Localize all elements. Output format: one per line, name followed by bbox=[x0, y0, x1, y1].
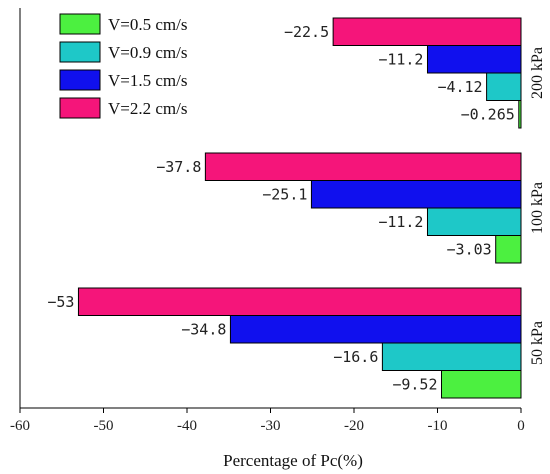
x-tick-label: -50 bbox=[94, 418, 114, 434]
legend-swatch bbox=[59, 13, 101, 35]
labels-layer: −22.5 −11.2 −4.12 −0.265 200 kPa −37.8 −25.1 −1… bbox=[47, 23, 546, 394]
data-label: −16.6 bbox=[333, 348, 378, 366]
legend-label: V=0.9 cm/s bbox=[108, 43, 187, 62]
bar bbox=[310, 180, 522, 209]
legend-swatch bbox=[59, 41, 101, 63]
x-axis-title: Percentage of Pc(%) bbox=[223, 451, 363, 470]
category-label: 100 kPa bbox=[529, 182, 546, 234]
bar bbox=[486, 72, 522, 101]
x-tick-label: -20 bbox=[344, 418, 364, 434]
bar bbox=[441, 370, 522, 399]
legend-swatch bbox=[59, 69, 101, 91]
category-label: 200 kPa bbox=[529, 47, 546, 99]
data-label: −53 bbox=[47, 293, 74, 311]
x-tick-label: -30 bbox=[261, 418, 281, 434]
data-label: −25.1 bbox=[262, 185, 307, 203]
data-label: −37.8 bbox=[156, 158, 201, 176]
data-label: −0.265 bbox=[461, 105, 515, 123]
legend-label: V=2.2 cm/s bbox=[108, 99, 187, 118]
bar bbox=[332, 17, 522, 46]
x-tick-label: -40 bbox=[177, 418, 197, 434]
x-tick-label: 0 bbox=[517, 418, 525, 434]
bar bbox=[381, 342, 522, 371]
x-tick-label: -60 bbox=[10, 418, 30, 434]
legend: V=0.5 cm/s V=0.9 cm/s V=1.5 cm/s V=2.2 cm/s bbox=[59, 13, 187, 119]
data-label: −9.52 bbox=[392, 375, 437, 393]
bar bbox=[495, 235, 522, 264]
data-label: −34.8 bbox=[181, 320, 226, 338]
legend-label: V=0.5 cm/s bbox=[108, 15, 187, 34]
bar bbox=[426, 45, 522, 74]
legend-swatch bbox=[59, 97, 101, 119]
x-tick-label: -10 bbox=[428, 418, 448, 434]
data-label: −11.2 bbox=[378, 50, 423, 68]
axes-layer: -60 -50 -40 -30 -20 -10 0 bbox=[10, 8, 525, 434]
bar bbox=[518, 100, 522, 129]
bar bbox=[77, 287, 522, 316]
data-label: −4.12 bbox=[437, 78, 482, 96]
bar bbox=[204, 152, 522, 181]
data-label: −22.5 bbox=[284, 23, 329, 41]
data-label: −3.03 bbox=[447, 240, 492, 258]
legend-label: V=1.5 cm/s bbox=[108, 71, 187, 90]
bar bbox=[229, 315, 522, 344]
category-label: 50 kPa bbox=[529, 321, 546, 365]
bar bbox=[426, 207, 522, 236]
bars-layer bbox=[77, 17, 522, 399]
data-label: −11.2 bbox=[378, 213, 423, 231]
